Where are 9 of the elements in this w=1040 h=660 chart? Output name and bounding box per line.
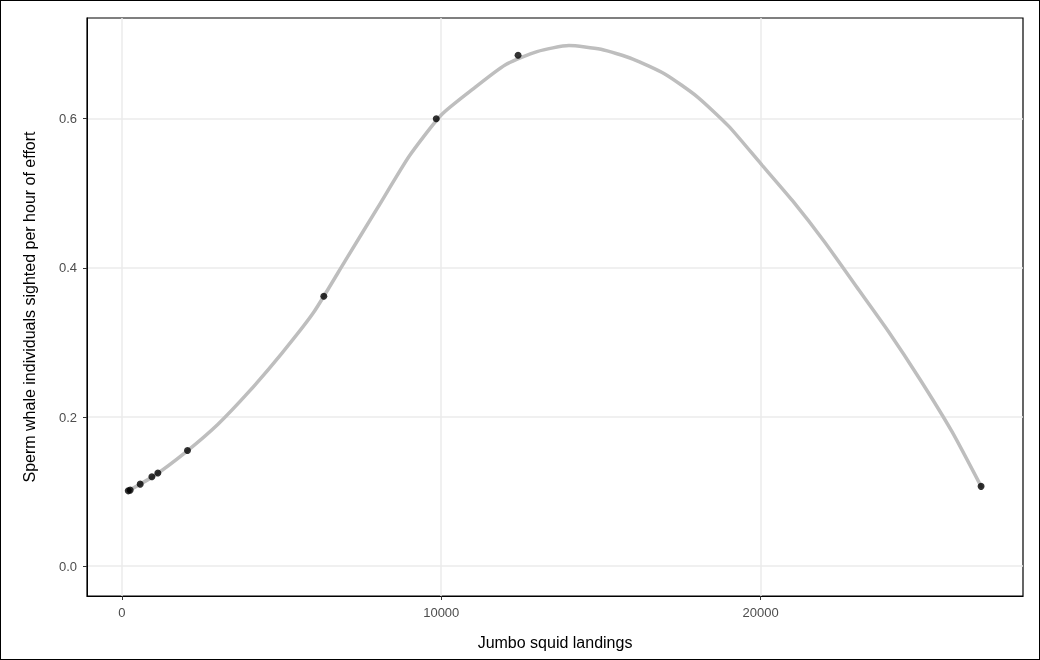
x-tick-label: 10000 xyxy=(423,605,460,620)
y-tick-label: 0.4 xyxy=(58,260,77,276)
y-tick-label: 0.0 xyxy=(58,558,77,574)
x-tick-label: 20000 xyxy=(742,605,779,620)
y-tick-label: 0.6 xyxy=(58,111,77,127)
y-tick-label: 0.2 xyxy=(58,409,77,425)
x-tick-label: 0 xyxy=(118,605,126,620)
x-axis-title: Jumbo squid landings xyxy=(477,633,633,651)
y-axis-title: Sperm whale individuals sighted per hour of effort xyxy=(20,130,38,483)
